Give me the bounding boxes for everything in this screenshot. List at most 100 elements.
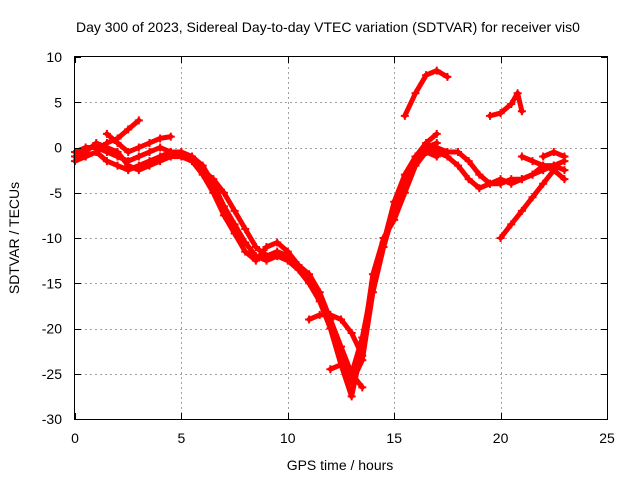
series-track-5 bbox=[102, 129, 175, 157]
data-point bbox=[102, 129, 111, 138]
data-point bbox=[464, 175, 473, 184]
data-point bbox=[92, 148, 101, 157]
y-tick-label: -5 bbox=[50, 185, 63, 201]
data-point bbox=[166, 152, 175, 161]
data-point bbox=[134, 116, 143, 125]
y-axis-title: SDTVAR / TECUs bbox=[6, 182, 22, 294]
data-point bbox=[507, 220, 516, 229]
data-point bbox=[209, 175, 218, 184]
data-point bbox=[560, 166, 569, 175]
data-point bbox=[454, 148, 463, 157]
y-tick-label: -15 bbox=[42, 275, 62, 291]
y-tick-label: 10 bbox=[46, 49, 62, 65]
data-point bbox=[113, 161, 122, 170]
data-point bbox=[230, 206, 239, 215]
series-track-7 bbox=[326, 360, 367, 392]
data-point bbox=[262, 243, 271, 252]
series-track-1 bbox=[71, 148, 441, 401]
data-point bbox=[496, 109, 505, 118]
data-point bbox=[113, 148, 122, 157]
data-point bbox=[513, 89, 522, 98]
data-point bbox=[315, 292, 324, 301]
series-line bbox=[327, 362, 365, 390]
chart-title: Day 300 of 2023, Sidereal Day-to-day VTE… bbox=[76, 19, 580, 35]
data-point bbox=[507, 179, 516, 188]
data-point bbox=[177, 152, 186, 161]
data-point bbox=[347, 329, 356, 338]
data-point bbox=[464, 157, 473, 166]
data-point bbox=[411, 89, 420, 98]
data-point bbox=[528, 193, 537, 202]
data-point bbox=[411, 152, 420, 161]
series-track-12 bbox=[496, 166, 558, 242]
series-track-3 bbox=[71, 138, 441, 387]
series-track-6 bbox=[305, 310, 367, 360]
data-point bbox=[81, 152, 90, 161]
data-point bbox=[134, 152, 143, 161]
data-point bbox=[262, 252, 271, 261]
data-point bbox=[219, 188, 228, 197]
y-tick-label: -25 bbox=[42, 366, 62, 382]
data-point bbox=[390, 206, 399, 215]
data-point bbox=[539, 161, 548, 170]
data-point bbox=[443, 72, 452, 81]
data-point bbox=[517, 206, 526, 215]
data-point bbox=[347, 392, 356, 401]
x-tick-label: 25 bbox=[599, 430, 615, 446]
series-track-11 bbox=[539, 148, 569, 161]
data-point bbox=[315, 310, 324, 319]
data-point bbox=[198, 170, 207, 179]
y-tick-label: -20 bbox=[42, 321, 62, 337]
series-line bbox=[498, 167, 557, 241]
data-point bbox=[560, 152, 569, 161]
data-point bbox=[485, 179, 494, 188]
data-point bbox=[241, 224, 250, 233]
data-point bbox=[358, 383, 367, 392]
data-point bbox=[539, 152, 548, 161]
data-point bbox=[485, 111, 494, 120]
x-tick-label: 10 bbox=[280, 430, 296, 446]
data-point bbox=[251, 256, 260, 265]
data-point bbox=[209, 188, 218, 197]
data-point bbox=[145, 161, 154, 170]
series-track-13 bbox=[400, 66, 452, 120]
y-tick-label: -10 bbox=[42, 230, 62, 246]
series-line bbox=[72, 149, 440, 399]
series-track-9 bbox=[411, 148, 569, 193]
data-point bbox=[305, 315, 314, 324]
data-point bbox=[432, 129, 441, 138]
data-point bbox=[400, 111, 409, 120]
grid bbox=[75, 57, 607, 419]
data-point bbox=[188, 157, 197, 166]
data-point bbox=[326, 365, 335, 374]
data-point bbox=[347, 378, 356, 387]
x-axis-title: GPS time / hours bbox=[287, 457, 394, 473]
data-point bbox=[422, 71, 431, 80]
x-tick-label: 5 bbox=[178, 430, 186, 446]
data-point bbox=[443, 152, 452, 161]
x-tick-label: 0 bbox=[71, 430, 79, 446]
data-point bbox=[241, 247, 250, 256]
data-point bbox=[156, 134, 165, 143]
data-point bbox=[305, 274, 314, 283]
data-point bbox=[475, 170, 484, 179]
data-point bbox=[517, 107, 526, 116]
data-point bbox=[337, 351, 345, 360]
y-tick-label: -30 bbox=[42, 411, 62, 427]
data-point bbox=[368, 288, 377, 297]
x-tick-label: 20 bbox=[493, 430, 509, 446]
data-point bbox=[113, 138, 122, 147]
data-point bbox=[145, 138, 154, 147]
data-point bbox=[400, 179, 409, 188]
data-point bbox=[517, 175, 526, 184]
series-layer bbox=[71, 66, 569, 401]
data-point bbox=[134, 166, 143, 175]
data-point bbox=[432, 148, 441, 157]
data-point bbox=[273, 238, 282, 247]
data-point bbox=[432, 66, 441, 75]
series-track-14 bbox=[485, 89, 526, 120]
data-point bbox=[517, 152, 526, 161]
ticks: 0 5 10 15 20 25 10 5 0 -5 -10 -15 -20 -25 -30 bbox=[42, 49, 615, 446]
data-point bbox=[560, 175, 569, 184]
y-tick-label: 5 bbox=[54, 94, 62, 110]
